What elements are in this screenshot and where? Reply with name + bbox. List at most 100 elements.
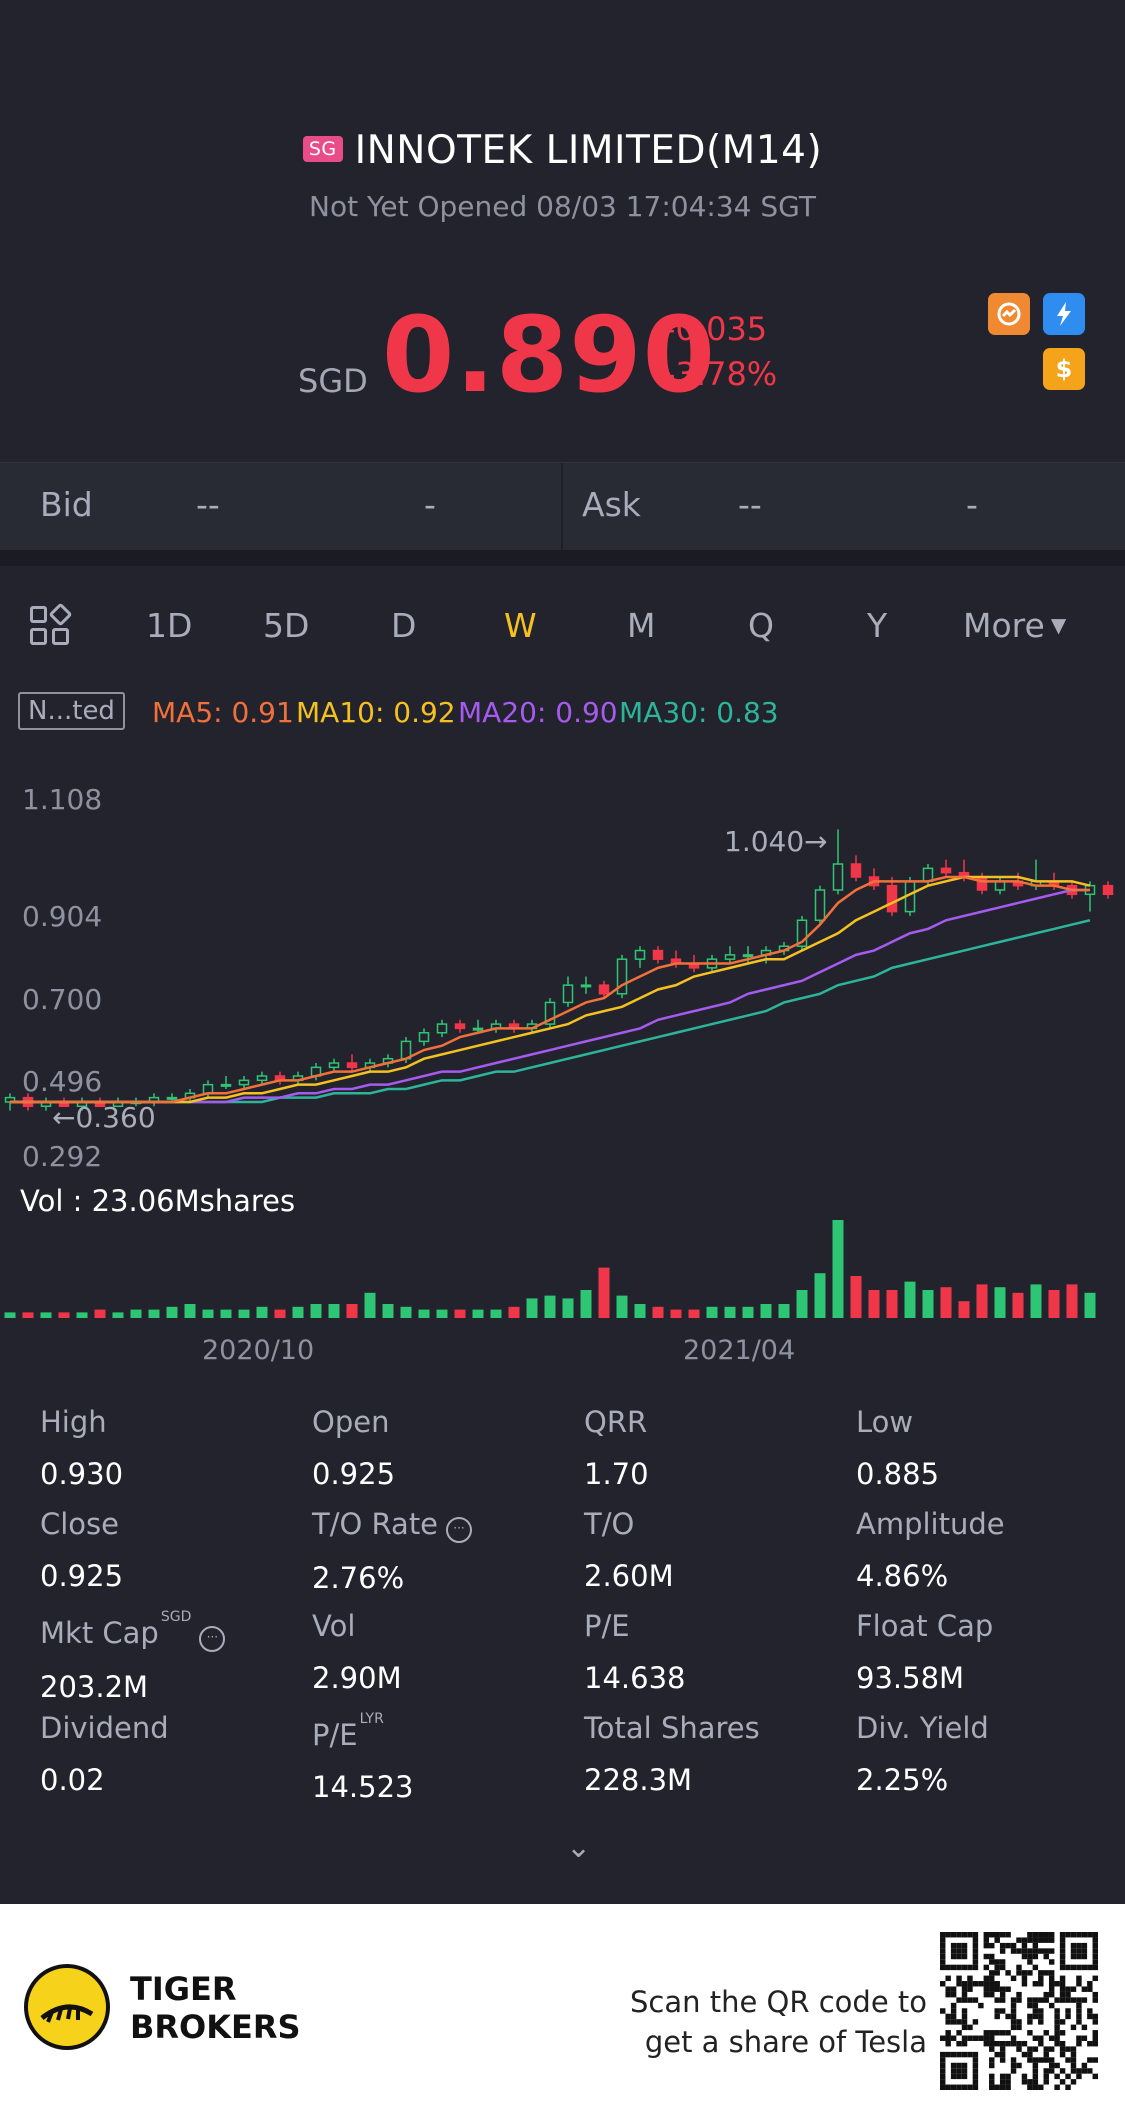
qr-module (1010, 2019, 1017, 2025)
tab-w[interactable]: W (504, 606, 537, 645)
qr-module (983, 1932, 990, 1938)
qr-module (1010, 2035, 1017, 2041)
tab-m[interactable]: M (627, 606, 656, 645)
qr-module (956, 1942, 962, 1949)
qr-module (1010, 2057, 1017, 2063)
qr-module (1065, 2073, 1071, 2080)
tab-q[interactable]: Q (748, 606, 774, 645)
low-marker-value: 0.360 (75, 1101, 156, 1134)
qr-module (972, 1932, 979, 1938)
qr-module (1010, 2062, 1017, 2069)
stat-value: 4.86% (856, 1559, 949, 1593)
stat-cell: P/E LYR 14.523 (312, 1711, 413, 1804)
qr-module (945, 1964, 951, 1971)
stat-label: Mkt Cap SGD ··· (40, 1609, 226, 1652)
stat-label-text: Div. Yield (856, 1711, 989, 1745)
stat-value: 2.60M (584, 1559, 674, 1593)
qr-module (940, 2057, 946, 2063)
stat-value: 2.90M (312, 1661, 402, 1695)
qr-module (1038, 1981, 1044, 1987)
qr-module (956, 2030, 962, 2036)
qr-module (972, 2079, 979, 2085)
qr-module (1059, 1997, 1066, 2003)
qr-caption-line-1: Scan the QR code to (630, 1985, 927, 2019)
info-icon[interactable]: ··· (199, 1626, 226, 1652)
qr-module (956, 1953, 962, 1960)
qr-module (972, 1981, 979, 1987)
qr-module (940, 1981, 946, 1987)
tab-y[interactable]: Y (867, 606, 888, 645)
qr-module (1027, 2019, 1033, 2025)
qr-module (994, 1986, 1000, 1992)
qr-module (1070, 1948, 1077, 1954)
volume-bar (922, 1290, 934, 1318)
market-status: Not Yet Opened 08/03 17:04:34 SGT (309, 190, 816, 223)
ma5-line (10, 875, 1090, 1104)
qr-module (994, 1997, 1000, 2003)
bid-ask-divider (561, 463, 563, 551)
bid-size: - (424, 485, 436, 524)
qr-module (999, 2079, 1006, 2085)
stat-label-text: Mkt Cap (40, 1616, 159, 1650)
lightning-blue-icon[interactable] (1043, 293, 1085, 335)
qr-module (1081, 1986, 1088, 1992)
qr-module (989, 1953, 995, 1960)
qr-module (994, 2013, 1000, 2020)
stat-label-text: T/O Rate (312, 1507, 439, 1541)
qr-module (1070, 2051, 1077, 2058)
qr-module (989, 2040, 995, 2047)
qr-caption: Scan the QR code to get a share of Tesla (630, 1982, 927, 2062)
stat-value: 0.925 (312, 1457, 396, 1491)
qr-module (983, 2040, 990, 2047)
candlestick-chart[interactable] (0, 740, 1125, 1360)
qr-module (989, 1942, 995, 1949)
qr-module (972, 2057, 979, 2063)
tab-d[interactable]: D (391, 606, 417, 645)
stat-cell: Float Cap 93.58M (856, 1609, 993, 1695)
qr-module (956, 2040, 962, 2047)
qr-module (950, 2019, 957, 2025)
stat-label: Open (312, 1405, 395, 1439)
qr-module (1010, 1997, 1017, 2003)
qr-module (956, 1997, 962, 2003)
tab-more[interactable]: More ▼ (963, 606, 1066, 645)
stat-value: 0.02 (40, 1763, 105, 1797)
qr-module (1076, 2013, 1082, 2020)
qr-module (1010, 2013, 1017, 2020)
brand-line-2: BROKERS (130, 2008, 301, 2046)
qr-module (1043, 2046, 1049, 2052)
qr-code[interactable] (940, 1932, 1098, 2090)
qr-module (1043, 2051, 1049, 2058)
qr-module (940, 1942, 946, 1949)
ask-label: Ask (582, 485, 641, 524)
tab-1d[interactable]: 1D (146, 606, 193, 645)
qr-module (1076, 2002, 1082, 2009)
stat-label: T/O Rate ··· (312, 1507, 473, 1543)
qr-module (972, 1964, 979, 1971)
tab-5d[interactable]: 5D (263, 606, 310, 645)
candle-body (994, 880, 1006, 891)
qr-module (1048, 1937, 1055, 1943)
dollar-gold-icon[interactable]: $ (1043, 348, 1085, 390)
qr-module (999, 2040, 1006, 2047)
qr-module (1027, 1932, 1033, 1938)
stat-label-text: Amplitude (856, 1507, 1005, 1541)
volume-bar (814, 1273, 826, 1318)
qr-module (1043, 2057, 1049, 2063)
volume-bar (904, 1281, 916, 1318)
qr-module (1092, 2040, 1098, 2047)
chart-layout-icon[interactable] (30, 602, 73, 648)
chevron-down-icon[interactable]: ⌄ (566, 1830, 592, 1865)
x-tick-label: 2021/04 (683, 1335, 796, 1366)
qr-module (1032, 2013, 1039, 2020)
qr-module (989, 1932, 995, 1938)
session-badge[interactable]: N...ted (18, 692, 125, 730)
refresh-orange-icon[interactable] (988, 293, 1030, 335)
info-icon[interactable]: ··· (446, 1517, 473, 1543)
qr-module (945, 2051, 951, 2058)
qr-module (940, 2068, 946, 2074)
qr-module (1038, 2040, 1044, 2047)
volume-bar (580, 1290, 592, 1318)
qr-module (1032, 2062, 1039, 2069)
qr-module (983, 1953, 990, 1960)
